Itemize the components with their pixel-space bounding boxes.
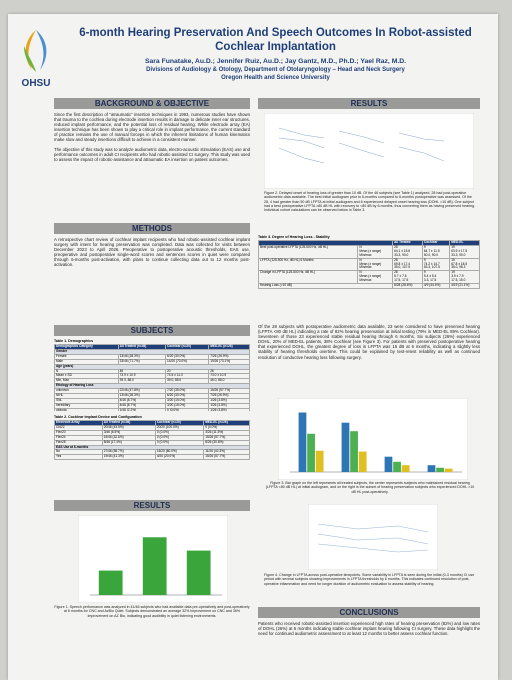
table-cell: 4/9 (44.4%) xyxy=(421,283,451,289)
bar xyxy=(98,570,123,595)
bar xyxy=(358,451,367,472)
bar xyxy=(341,422,350,472)
figure-1 xyxy=(78,515,228,603)
table-row: Change in LFPTA (125-500 Hz, dB HL) N Mea… xyxy=(258,270,480,285)
methods-text: A retrospective chart review of cochlear… xyxy=(54,237,250,268)
table-cell: 19 67.8 ± 18.5 35.0, 98.3 xyxy=(449,257,480,272)
figure-caption: Figure 3. Bar graph on the left represen… xyxy=(265,481,475,494)
table-caption: Table 1. Demographics xyxy=(54,339,94,343)
table-cell: 4/19 (21.1%) xyxy=(449,283,480,289)
table-cell: 28 64.1 ± 15.6 33.3, 90.0 xyxy=(392,244,423,259)
table-cell: N Mean (± range) Min/max xyxy=(357,257,394,272)
table-row: LFPTA (125-500 Hz, dB HL) 6 Months N Mean… xyxy=(258,257,480,272)
affiliation: Divisions of Audiology & Otology, Depart… xyxy=(146,67,405,73)
table-cell: 9 64.7 ± 11.5 50.0, 90.0 xyxy=(421,244,451,259)
table: Electrode Array All Treated (n=46) Cochlea… xyxy=(54,420,250,461)
figure-caption: Figure 1. Speech performance was analyze… xyxy=(54,605,250,618)
header-cell xyxy=(258,240,394,246)
table-row: Yes 19/46 (41.3%) 4/20 (20.0%) 15/26 (57.7%… xyxy=(54,454,250,461)
table-1: Table 1. Demographics Demographics Catego… xyxy=(54,339,250,411)
figure-caption: Figure 4. Change in LFPTA across post-op… xyxy=(264,573,475,586)
header-row: All Treated Cochlear MED-EL xyxy=(258,240,480,246)
table: All Treated Cochlear MED-EL Best post-opera… xyxy=(258,240,480,289)
figure-3 xyxy=(278,398,468,480)
table-cell: 28 5.7 ± 7.6 17.5, 17.5 xyxy=(392,270,423,285)
header-row: Electrode Array All Treated (n=46) Cochlea… xyxy=(54,420,250,426)
table-cell: 1/26 (3.8%) xyxy=(208,407,250,411)
table-cell: Yes xyxy=(54,454,103,461)
table-row: Hearing Loss (>10 dB) 8/28 (28.6%) 4/9 (44… xyxy=(258,283,480,289)
header-row: Demographics Category All Treated (n=46) C… xyxy=(54,344,250,350)
table-cell: 1/46 (2.2%) xyxy=(117,407,167,411)
table-cell: ototoxic xyxy=(54,407,119,411)
table-caption: Table 2. Cochlear Implant Device and Con… xyxy=(54,415,142,419)
table-cell: 4/20 (20.0%) xyxy=(154,454,205,461)
figure-4 xyxy=(308,504,438,570)
section-heading: METHODS xyxy=(54,223,250,234)
bar xyxy=(307,433,315,472)
table-cell: Hearing Loss (>10 dB) xyxy=(258,283,394,289)
bar xyxy=(350,431,358,472)
table-cell: 9 9.4 ± 5.4 3.3, 17.5 xyxy=(421,270,451,285)
section-heading: CONCLUSIONS xyxy=(258,607,480,618)
table-cell: LFPTA (125-500 Hz, dB HL) 6 Months xyxy=(258,257,359,272)
paragraph: The objective of this study was to analy… xyxy=(54,146,250,162)
institution: Oregon Health and Science University xyxy=(221,75,330,81)
bar xyxy=(436,467,444,472)
header-cell: MED-EL xyxy=(449,240,480,246)
section-heading: SUBJECTS xyxy=(54,325,250,336)
table-cell: 28 69.8 ± 17.4 35.0, 107.5 xyxy=(392,257,423,272)
bar xyxy=(186,550,211,595)
figure-caption: Figure 2. Delayed onset of hearing loss … xyxy=(264,191,476,213)
title: 6-month Hearing Preservation And Speech … xyxy=(79,27,472,53)
table-cell: 19 63.9 ± 17.5 33.3, 90.0 xyxy=(449,244,480,259)
table-caption: Table 3. Degree of Hearing Loss - Stabil… xyxy=(258,235,330,239)
table-row: Best post-operative LFPTA (125-500 Hz, d… xyxy=(258,244,480,259)
logo-text: OHSU xyxy=(22,78,51,89)
section-heading: RESULTS xyxy=(258,98,480,109)
bar xyxy=(393,461,401,472)
conclusions-text: Patients who received robotic-assisted i… xyxy=(258,621,480,637)
table-cell: 19/46 (41.3%) xyxy=(101,454,156,461)
bar xyxy=(298,412,307,472)
table-cell: 9 74.2 ± 14.7 53.3, 107.5 xyxy=(421,257,451,272)
bar xyxy=(401,465,410,472)
table-cell: Best post-operative LFPTA (125-500 Hz, d… xyxy=(258,244,359,259)
header-cell: Cochlear xyxy=(421,240,451,246)
results-text: Of the 28 subjects with postoperative au… xyxy=(258,324,480,360)
plot-area xyxy=(278,398,468,480)
section-heading: RESULTS xyxy=(54,500,250,511)
table-cell: 8/28 (28.6%) xyxy=(392,283,423,289)
table-cell: N Mean (± range) Min/max xyxy=(357,270,394,285)
logo: OHSU xyxy=(22,30,51,89)
table-cell: 19 3.9 ± 7.9 17.5, 15.0 xyxy=(449,270,480,285)
poster: OHSU 6-month Hearing Preservation And Sp… xyxy=(8,14,498,680)
header: 6-month Hearing Preservation And Speech … xyxy=(63,26,488,81)
bar xyxy=(427,465,436,472)
authors: Sara Funatake, Au.D.; Jennifer Ruiz, Au.… xyxy=(144,58,407,65)
background-text: Since the first description of "atraumat… xyxy=(54,112,250,224)
section-heading: BACKGROUND & OBJECTIVE xyxy=(54,98,250,109)
table-cell: Change in LFPTA (125-500 Hz, dB HL) xyxy=(258,270,359,285)
table-3: Table 3. Degree of Hearing Loss - Stabil… xyxy=(258,235,480,321)
table-cell: 15/26 (57.7%) xyxy=(203,454,250,461)
bar xyxy=(315,450,324,472)
bar xyxy=(142,537,167,595)
paragraph: Since the first description of "atraumat… xyxy=(54,112,250,143)
bar xyxy=(444,468,453,472)
bar xyxy=(384,456,393,472)
table: Demographics Category All Treated (n=46) C… xyxy=(54,344,250,411)
table-cell: 0 (0.0%) xyxy=(165,407,210,411)
table-cell: N Mean (± range) Min/max xyxy=(357,244,394,259)
figure-2 xyxy=(264,113,474,189)
table-row: ototoxic 1/46 (2.2%) 0 (0.0%) 1/26 (3.8%) xyxy=(54,407,250,411)
table-2: Table 2. Cochlear Implant Device and Con… xyxy=(54,415,250,490)
